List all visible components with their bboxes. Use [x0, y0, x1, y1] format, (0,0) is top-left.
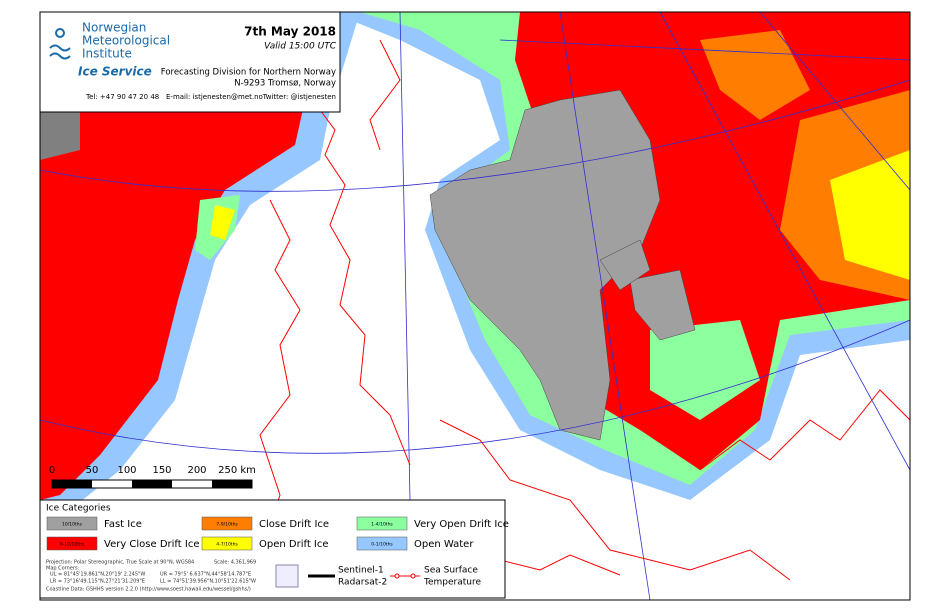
- scale-label: 150: [152, 465, 171, 476]
- legend-swatch: [201, 536, 253, 551]
- map: 0 50 100 150 200 250 km: [39, 11, 911, 601]
- projection-note: Projection: Polar Stereographic, True Sc…: [46, 560, 194, 566]
- parallel: [39, 319, 911, 454]
- sst-line: [699, 389, 911, 471]
- open-drift-ice: [210, 205, 235, 240]
- header-box: Norwegian Meteorological Institute Ice S…: [39, 11, 341, 113]
- sst-label: Sea Surface: [424, 566, 478, 576]
- legend-label: Open Drift Ice: [259, 539, 329, 550]
- legend-background: [39, 499, 506, 599]
- sst-line: [259, 199, 301, 541]
- sst-label: Temperature: [423, 578, 481, 588]
- scale-note: Scale: 4,361,969: [214, 560, 256, 566]
- org-name: Norwegian: [82, 21, 146, 35]
- fast-ice: [629, 269, 696, 341]
- scale-label: 0: [49, 465, 55, 476]
- coastline-note: Coastline Data: GSHHS version 2.2.0 (htt…: [46, 587, 251, 593]
- scale-label: 200: [187, 465, 206, 476]
- legend-code: 0-1/10ths: [371, 542, 393, 548]
- scale-label: 50: [86, 465, 99, 476]
- corner-note: LL = 74°51'39.956"N,10°51'22.615"W: [160, 579, 256, 585]
- twitter: Twitter: @istjenesten: [262, 93, 336, 101]
- parallel: [39, 79, 911, 192]
- valid-time: Valid 15:00 UTC: [264, 42, 337, 52]
- email: E-mail: istjenesten@met.no: [166, 93, 263, 101]
- scale-bar-segment: [212, 480, 252, 488]
- open-drift-ice: [830, 150, 910, 280]
- header-background: [39, 11, 341, 113]
- legend-code: 7-9/10ths: [216, 522, 238, 528]
- scale-bar-segment: [52, 480, 92, 488]
- sst-line: [369, 39, 401, 151]
- meridians: [39, 11, 911, 601]
- source-label: Sentinel-1: [338, 566, 384, 576]
- division: Forecasting Division for Northern Norway: [161, 68, 336, 78]
- very-open-drift-ice: [650, 320, 760, 420]
- corner-note: UL = 81°45'19.861"N,20°19' 2.245"W: [50, 572, 145, 578]
- logo: [49, 28, 71, 60]
- date: 7th May 2018: [244, 25, 336, 39]
- address: N-9293 Tromsø, Norway: [234, 79, 336, 89]
- legend-swatch: [356, 536, 408, 551]
- sst-line-marker: [394, 573, 400, 579]
- map-frame: [39, 11, 911, 601]
- legend-label: Close Drift Ice: [259, 519, 329, 530]
- scale-label: 100: [117, 465, 136, 476]
- ksat-logo: [275, 564, 299, 588]
- phone: Tel: +47 90 47 20 48: [85, 93, 159, 101]
- sst-line-marker: [410, 573, 416, 579]
- meridian: [659, 11, 911, 471]
- legend-label: Very Close Drift Ice: [104, 539, 199, 550]
- org-name: Institute: [82, 47, 132, 61]
- very-close-drift-ice: [40, 12, 340, 500]
- fast-ice: [599, 239, 651, 291]
- meridian: [499, 39, 911, 61]
- legend-label: Very Open Drift Ice: [414, 519, 509, 530]
- legend-swatch: [46, 516, 98, 531]
- scale-bar-segment: [132, 480, 172, 488]
- legend-swatch: [46, 536, 98, 551]
- fast-ice: [40, 112, 80, 160]
- legend-code: 9-10/10ths: [60, 542, 85, 548]
- fast-ice: [429, 89, 661, 441]
- corner-note: LR = 73°16'49.115"N,27°21'31.209"E: [50, 579, 145, 585]
- scale-label: 250 km: [218, 465, 256, 476]
- corners-title: Map Corners:: [46, 566, 80, 572]
- sst-line: [439, 419, 791, 581]
- legend-code: 4-7/10ths: [216, 542, 238, 548]
- meridian: [759, 11, 911, 191]
- sst-line: [499, 554, 621, 576]
- source-label: Radarsat-2: [338, 578, 387, 588]
- legend-items: 10/10ths Fast Ice 7-9/10ths Close Drift Ice…: [46, 516, 509, 551]
- scale-bar: 0 50 100 150 200 250 km: [49, 465, 256, 489]
- legend: Ice Categories 10/10ths Fast Ice 7-9/10ths…: [39, 499, 509, 599]
- legend-swatch: [201, 516, 253, 531]
- legend-title: Ice Categories: [46, 504, 111, 514]
- close-drift-ice: [700, 30, 810, 120]
- legend-label: Open Water: [414, 539, 474, 550]
- org-name: Meteorological: [82, 34, 170, 48]
- legend-swatch: [356, 516, 408, 531]
- sst-isolines: [259, 39, 911, 581]
- legend-code: 10/10ths: [62, 522, 83, 528]
- meridian: [399, 11, 411, 501]
- legend-label: Fast Ice: [104, 519, 142, 530]
- legend-code: 1-4/10ths: [371, 522, 393, 528]
- service-name: Ice Service: [78, 65, 152, 79]
- meridian: [559, 11, 651, 601]
- corner-note: UR = 79°5' 6.637"N,44°58'14.787"E: [160, 572, 251, 578]
- sst-line: [319, 109, 411, 466]
